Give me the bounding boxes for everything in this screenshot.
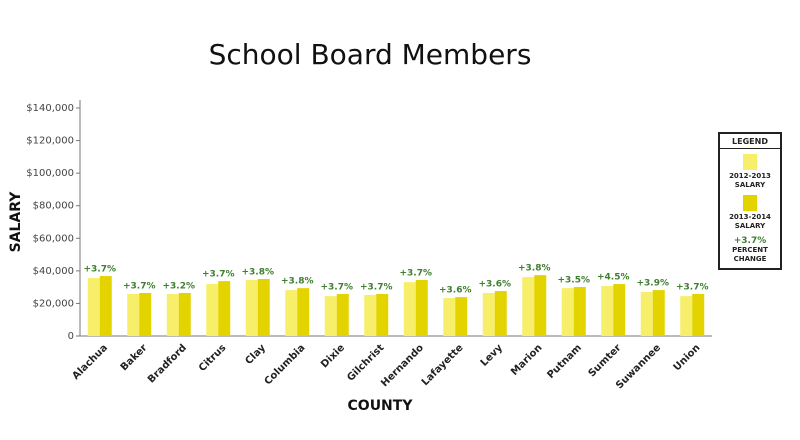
x-tick-label: Columbia — [263, 342, 308, 387]
bar — [403, 282, 416, 336]
bar — [652, 290, 665, 336]
bar — [601, 286, 614, 336]
chart-title: School Board Members — [209, 38, 532, 71]
legend-swatch — [743, 154, 757, 170]
y-tick-label: $60,000 — [33, 233, 74, 244]
bar — [127, 293, 140, 336]
bar — [482, 293, 495, 336]
bar — [573, 286, 586, 336]
x-tick-label: Putnam — [545, 342, 584, 381]
bar — [336, 293, 349, 336]
bar — [455, 297, 468, 336]
x-tick-label: Dixie — [319, 342, 347, 370]
percent-change-label: +3.8% — [241, 268, 274, 278]
x-tick-label: Baker — [119, 342, 150, 373]
x-tick-label: Alachua — [71, 342, 110, 381]
legend-label: PERCENT CHANGE — [732, 246, 768, 263]
percent-change-label: +3.9% — [636, 279, 669, 289]
bar — [166, 293, 179, 336]
bar — [494, 291, 507, 336]
bar — [285, 290, 298, 336]
x-tick-label: Bradford — [146, 342, 189, 385]
y-tick-label: $80,000 — [33, 201, 74, 212]
legend-label: 2013-2014 SALARY — [729, 213, 771, 230]
x-tick-label: Citrus — [197, 342, 229, 374]
y-tick-label: $100,000 — [26, 168, 74, 179]
percent-change-label: +3.8% — [281, 277, 314, 287]
bar — [692, 293, 705, 336]
legend-label: 2012-2013 SALARY — [729, 172, 771, 189]
x-tick-label: Clay — [243, 342, 268, 367]
bar — [139, 293, 152, 336]
percent-change-label: +3.7% — [399, 268, 432, 278]
bar — [87, 278, 100, 336]
percent-change-label: +4.5% — [597, 273, 630, 283]
percent-change-label: +3.7% — [202, 270, 235, 280]
bar — [297, 288, 310, 336]
bar — [443, 298, 456, 336]
bar — [613, 284, 626, 336]
legend-sample: +3.7% — [733, 236, 767, 246]
x-tick-label: Lafayette — [420, 342, 466, 388]
legend-title: LEGEND — [720, 134, 780, 149]
bar — [415, 279, 428, 336]
y-tick-label: $20,000 — [33, 298, 74, 309]
bar — [522, 277, 535, 336]
percent-change-label: +3.7% — [320, 282, 353, 292]
percent-change-label: +3.7% — [83, 265, 116, 275]
legend-swatch — [743, 195, 757, 211]
bar — [364, 294, 377, 336]
bar — [257, 279, 270, 336]
bar — [178, 293, 191, 336]
bar — [99, 276, 112, 336]
y-tick-label: $40,000 — [33, 266, 74, 277]
bar — [324, 296, 337, 336]
percent-change-label: +3.7% — [360, 282, 393, 292]
bar — [218, 281, 231, 336]
bar — [640, 292, 653, 336]
percent-change-label: +3.6% — [439, 286, 472, 296]
y-tick-label: $120,000 — [26, 136, 74, 147]
bar — [680, 296, 693, 336]
bar — [245, 279, 258, 336]
bar — [534, 275, 547, 336]
x-tick-label: Hernando — [379, 342, 426, 389]
x-tick-label: Union — [672, 342, 703, 373]
percent-change-label: +3.7% — [676, 282, 709, 292]
y-tick-label: 0 — [68, 331, 74, 342]
percent-change-label: +3.7% — [123, 282, 156, 292]
percent-change-label: +3.6% — [478, 280, 511, 290]
x-tick-label: Gilchrist — [345, 342, 386, 383]
x-tick-label: Marion — [509, 342, 544, 377]
y-axis-title: SALARY — [8, 191, 24, 253]
x-tick-label: Levy — [479, 342, 506, 369]
x-tick-label: Sumter — [587, 342, 624, 379]
y-tick-label: $140,000 — [26, 103, 74, 114]
legend: LEGEND 2012-2013 SALARY 2013-2014 SALARY… — [718, 132, 782, 270]
percent-change-label: +3.8% — [518, 264, 551, 274]
bar — [206, 284, 219, 336]
bar — [376, 293, 389, 336]
percent-change-label: +3.2% — [162, 282, 195, 292]
bar — [561, 288, 574, 336]
x-axis-title: COUNTY — [348, 398, 414, 414]
percent-change-label: +3.5% — [557, 275, 590, 285]
